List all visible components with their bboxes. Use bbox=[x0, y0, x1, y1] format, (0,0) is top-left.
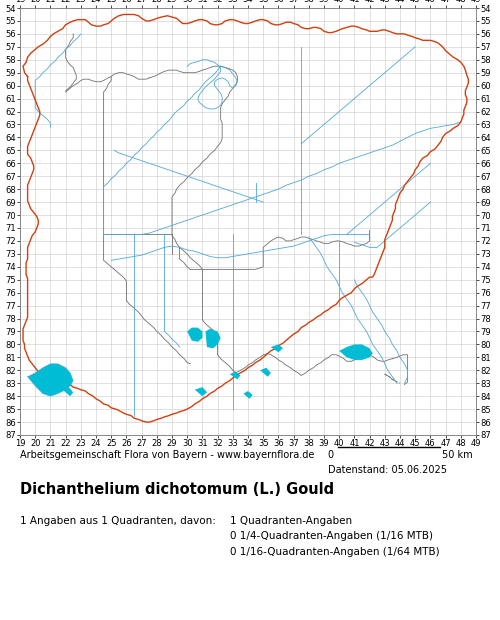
Text: 1 Angaben aus 1 Quadranten, davon:: 1 Angaben aus 1 Quadranten, davon: bbox=[20, 516, 216, 526]
Text: 0 1/16-Quadranten-Angaben (1/64 MTB): 0 1/16-Quadranten-Angaben (1/64 MTB) bbox=[230, 547, 440, 557]
Text: Arbeitsgemeinschaft Flora von Bayern - www.bayernflora.de: Arbeitsgemeinschaft Flora von Bayern - w… bbox=[20, 451, 314, 461]
Polygon shape bbox=[339, 345, 372, 360]
Polygon shape bbox=[271, 345, 283, 352]
Text: 0 1/4-Quadranten-Angaben (1/16 MTB): 0 1/4-Quadranten-Angaben (1/16 MTB) bbox=[230, 531, 433, 541]
Text: Datenstand: 05.06.2025: Datenstand: 05.06.2025 bbox=[328, 465, 446, 475]
Polygon shape bbox=[230, 371, 240, 379]
Polygon shape bbox=[244, 391, 252, 399]
Text: 50 km: 50 km bbox=[442, 451, 473, 461]
Polygon shape bbox=[260, 368, 271, 377]
Polygon shape bbox=[28, 364, 73, 396]
Polygon shape bbox=[187, 327, 202, 342]
Text: 0: 0 bbox=[328, 451, 334, 461]
Polygon shape bbox=[195, 387, 207, 396]
Polygon shape bbox=[206, 329, 220, 348]
Text: Dichanthelium dichotomum (L.) Gould: Dichanthelium dichotomum (L.) Gould bbox=[20, 482, 334, 497]
Text: 1 Quadranten-Angaben: 1 Quadranten-Angaben bbox=[230, 516, 352, 526]
Polygon shape bbox=[62, 387, 73, 396]
